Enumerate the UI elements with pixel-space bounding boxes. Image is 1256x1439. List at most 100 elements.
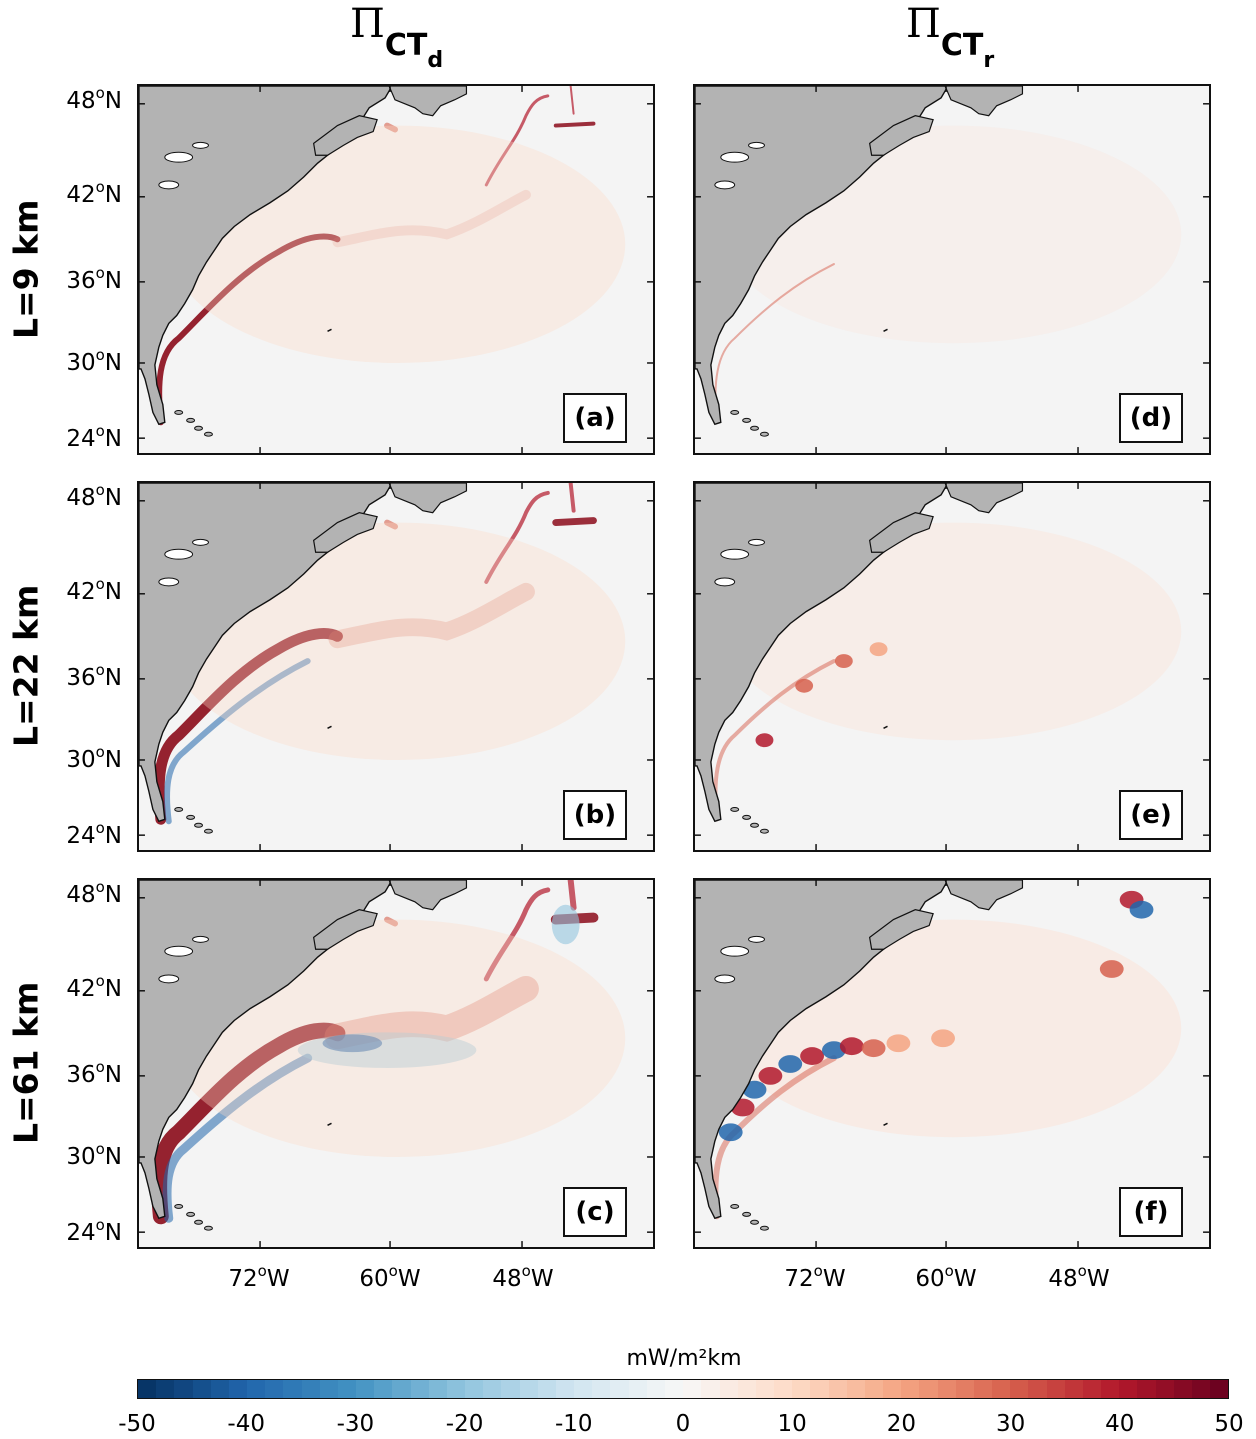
colorbar-segment <box>1046 1380 1065 1398</box>
colorbar-segment <box>592 1380 611 1398</box>
lake <box>192 538 209 546</box>
lat-label: 36oN <box>66 264 122 294</box>
lake <box>748 935 765 943</box>
colorbar-segment <box>1082 1380 1102 1398</box>
map-field <box>695 880 1209 1247</box>
colorbar-tick-label: 50 <box>1214 1411 1244 1437</box>
bermuda <box>327 1122 332 1126</box>
lon-label: 60oW <box>359 1262 421 1292</box>
land-nova-scotia <box>312 115 378 156</box>
lake <box>164 548 194 560</box>
flux-blob <box>758 1066 783 1085</box>
flux-feature <box>324 975 539 1050</box>
island <box>203 828 213 834</box>
colorbar-segment <box>1191 1380 1211 1398</box>
column-title-dissipation: ΠCTd <box>350 4 443 72</box>
flux-blob <box>742 1080 767 1099</box>
flux-feature <box>384 122 398 133</box>
island <box>750 1219 760 1225</box>
lon-label: 60oW <box>915 1262 977 1292</box>
map-panel-b: (b) <box>137 481 655 852</box>
colorbar-segment <box>1173 1380 1192 1398</box>
flux-blob <box>886 1034 911 1053</box>
colorbar-segment <box>410 1380 429 1398</box>
lon-label: 72oW <box>228 1262 290 1292</box>
colorbar-segment <box>610 1380 629 1398</box>
colorbar-tick-label: -40 <box>227 1411 265 1437</box>
lat-label: 30oN <box>66 743 122 773</box>
lon-label: 48oW <box>492 1262 554 1292</box>
flux-blob <box>322 1034 383 1053</box>
colorbar-segment <box>1137 1380 1156 1398</box>
lake <box>158 974 180 984</box>
lake <box>748 538 765 546</box>
panel-label: (d) <box>1119 393 1183 443</box>
flux-feature <box>484 490 550 584</box>
flux-feature <box>384 519 398 530</box>
lat-label: 42oN <box>66 575 122 605</box>
flux-feature <box>332 189 531 248</box>
flux-feature <box>483 887 551 982</box>
colorbar-segment <box>1155 1380 1174 1398</box>
lake <box>720 548 750 560</box>
colorbar-segment <box>356 1380 375 1398</box>
column-title-redistribution: ΠCTr <box>906 1 994 72</box>
bermuda <box>883 1122 888 1126</box>
colorbar-segment <box>428 1380 447 1398</box>
flux-blob <box>869 642 888 657</box>
colorbar-tick-label: -30 <box>336 1411 375 1437</box>
map-panel-a: (a) <box>137 84 655 455</box>
island <box>174 1203 184 1209</box>
flux-feature <box>156 233 341 426</box>
map-panel-c: (c) <box>137 878 655 1249</box>
island <box>186 1211 196 1217</box>
island <box>750 822 760 828</box>
lat-label: 42oN <box>66 178 122 208</box>
island <box>750 425 760 431</box>
colorbar-segment <box>628 1380 647 1398</box>
island <box>759 828 769 834</box>
colorbar-tick-label: 10 <box>777 1411 807 1437</box>
lake <box>158 180 180 190</box>
lake <box>192 935 209 943</box>
flux-feature <box>151 1022 346 1225</box>
land-newfoundland <box>388 880 468 911</box>
colorbar-segment <box>792 1380 811 1398</box>
land-newfoundland <box>944 483 1024 514</box>
title-symbol: Π <box>906 1 941 47</box>
colorbar-segment <box>337 1380 357 1398</box>
colorbar-segment <box>919 1380 938 1398</box>
lake <box>714 577 736 587</box>
panel-label: (f) <box>1119 1187 1183 1237</box>
map-field <box>695 86 1209 453</box>
panel-label: (c) <box>563 1187 627 1237</box>
colorbar-segment <box>810 1380 829 1398</box>
colorbar-segment <box>283 1380 302 1398</box>
panel-label: (b) <box>563 790 627 840</box>
colorbar-segment <box>228 1380 248 1398</box>
colorbar-segment <box>301 1380 320 1398</box>
bermuda <box>327 328 332 332</box>
colorbar-tick-label: -50 <box>118 1411 156 1437</box>
map-panel-e: (e) <box>693 481 1211 852</box>
map-field <box>695 483 1209 850</box>
colorbar-segment <box>1028 1380 1047 1398</box>
island <box>194 425 204 431</box>
colorbar-segment <box>537 1380 556 1398</box>
flux-feature <box>153 628 343 825</box>
land-newfoundland <box>944 86 1024 117</box>
title-subsub: d <box>427 48 444 73</box>
flux-feature <box>162 1053 313 1223</box>
flux-blob <box>861 1039 886 1058</box>
lake <box>164 151 194 163</box>
lake <box>158 577 180 587</box>
flux-feature <box>714 263 835 424</box>
flux-blob <box>718 1123 743 1142</box>
colorbar-segment <box>392 1380 411 1398</box>
colorbar-segment <box>737 1380 756 1398</box>
flux-feature <box>567 880 577 911</box>
lake <box>192 141 209 149</box>
colorbar-segment <box>374 1380 393 1398</box>
colorbar-segment <box>701 1380 720 1398</box>
colorbar <box>137 1379 1229 1399</box>
